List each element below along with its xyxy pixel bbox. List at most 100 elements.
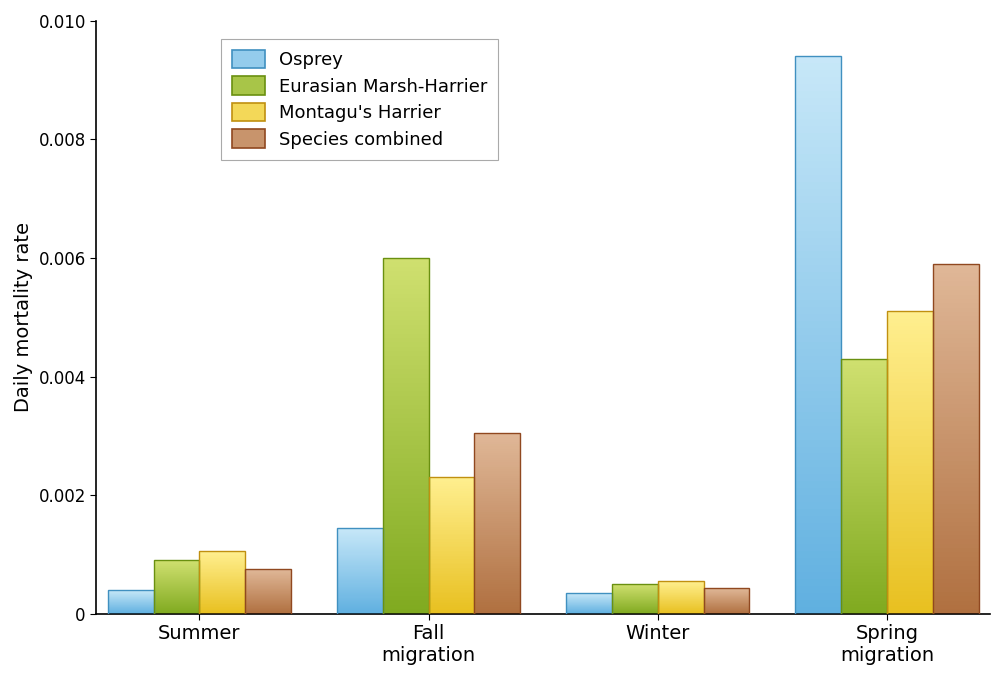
Bar <box>428 504 474 507</box>
Bar <box>703 588 748 614</box>
Bar <box>200 552 245 553</box>
Bar <box>382 440 428 445</box>
Bar <box>428 492 474 494</box>
Bar <box>337 583 382 584</box>
Bar <box>886 530 932 534</box>
Bar <box>886 379 932 383</box>
Bar <box>337 568 382 570</box>
Bar <box>932 360 978 365</box>
Bar <box>932 263 978 268</box>
Legend: Osprey, Eurasian Marsh-Harrier, Montagu's Harrier, Species combined: Osprey, Eurasian Marsh-Harrier, Montagu'… <box>222 39 497 160</box>
Bar <box>382 342 428 347</box>
Bar <box>794 481 841 488</box>
Bar <box>794 320 841 328</box>
Bar <box>200 578 245 579</box>
Bar <box>474 444 520 447</box>
Bar <box>337 600 382 601</box>
Bar <box>428 477 474 479</box>
Bar <box>886 455 932 459</box>
Bar <box>794 606 841 614</box>
Bar <box>474 577 520 580</box>
Bar <box>474 584 520 587</box>
Bar <box>428 598 474 600</box>
Bar <box>200 569 245 570</box>
Bar <box>794 342 841 349</box>
Bar <box>841 591 886 595</box>
Bar <box>153 613 200 614</box>
Bar <box>932 325 978 329</box>
Bar <box>841 458 886 461</box>
Bar <box>841 359 886 362</box>
Bar <box>382 258 428 614</box>
Bar <box>337 596 382 598</box>
Bar <box>428 568 474 570</box>
Bar <box>474 593 520 595</box>
Bar <box>200 608 245 609</box>
Bar <box>337 602 382 603</box>
Bar <box>474 521 520 524</box>
Bar <box>474 500 520 503</box>
Bar <box>474 456 520 458</box>
Bar <box>794 579 841 586</box>
Bar <box>932 364 978 369</box>
Bar <box>337 599 382 600</box>
Bar <box>153 605 200 606</box>
Bar <box>428 535 474 537</box>
Bar <box>886 405 932 409</box>
Bar <box>474 489 520 492</box>
Bar <box>382 293 428 298</box>
Bar <box>794 474 841 481</box>
Bar <box>932 355 978 360</box>
Bar <box>474 519 520 521</box>
Bar <box>382 431 428 436</box>
Bar <box>153 602 200 603</box>
Bar <box>474 559 520 562</box>
Bar <box>382 360 428 365</box>
Bar <box>932 557 978 562</box>
Bar <box>794 599 841 607</box>
Bar <box>841 540 886 544</box>
Bar <box>200 579 245 581</box>
Bar <box>428 532 474 534</box>
Bar <box>932 443 978 447</box>
Bar <box>474 575 520 578</box>
Bar <box>200 563 245 564</box>
Bar <box>932 469 978 474</box>
Bar <box>337 583 382 585</box>
Bar <box>841 562 886 566</box>
Bar <box>886 458 932 462</box>
Bar <box>886 386 932 390</box>
Bar <box>200 590 245 591</box>
Bar <box>428 501 474 503</box>
Bar <box>794 314 841 321</box>
Bar <box>886 526 932 530</box>
Bar <box>337 610 382 612</box>
Bar <box>932 600 978 605</box>
Bar <box>841 477 886 480</box>
Bar <box>841 409 886 413</box>
Bar <box>153 603 200 604</box>
Bar <box>382 466 428 471</box>
Bar <box>382 329 428 333</box>
Bar <box>886 312 932 614</box>
Bar <box>474 496 520 498</box>
Bar <box>382 515 428 520</box>
Bar <box>337 605 382 606</box>
Bar <box>474 485 520 487</box>
Bar <box>382 382 428 387</box>
Bar <box>382 543 428 547</box>
Bar <box>474 582 520 585</box>
Bar <box>200 609 245 610</box>
Bar <box>932 425 978 430</box>
Bar <box>841 489 886 492</box>
Bar <box>794 209 841 217</box>
Bar <box>428 571 474 573</box>
Bar <box>474 505 520 507</box>
Bar <box>337 606 382 607</box>
Bar <box>794 495 841 502</box>
Bar <box>428 610 474 612</box>
Bar <box>841 445 886 448</box>
Bar <box>200 568 245 570</box>
Bar <box>337 559 382 560</box>
Bar <box>794 111 841 119</box>
